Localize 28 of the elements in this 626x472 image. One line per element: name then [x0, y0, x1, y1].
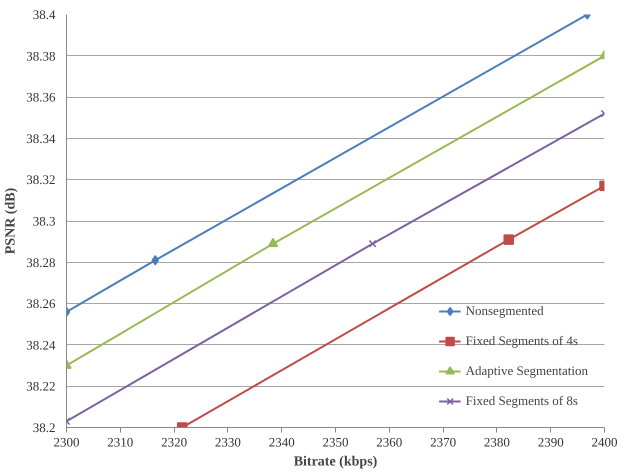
- x-tick-label: 2330: [214, 434, 241, 450]
- x-tick-label: 2360: [376, 434, 402, 450]
- y-tick-label: 38.26: [26, 296, 56, 312]
- x-tick-label: 2370: [430, 434, 456, 450]
- x-tick-label: 2340: [268, 434, 295, 450]
- y-tick-label: 38.32: [26, 172, 56, 188]
- y-tick-label: 38.22: [26, 378, 56, 394]
- x-tick-label: 2310: [107, 434, 134, 450]
- legend-label: Fixed Segments of 4s: [466, 333, 578, 349]
- x-tick-label: 2300: [54, 434, 80, 450]
- y-tick-label: 38.38: [26, 48, 56, 64]
- legend-label: Adaptive Segmentation: [466, 363, 588, 379]
- y-tick-label: 38.36: [26, 90, 56, 105]
- x-tick-label: 2400: [592, 434, 618, 450]
- y-axis-title: PSNR (dB): [3, 187, 18, 254]
- y-tick-label: 38.34: [26, 130, 56, 146]
- x-axis-title: Bitrate (kbps): [294, 454, 378, 470]
- y-tick-label: 38.28: [26, 254, 56, 270]
- y-tick-label: 38.24: [26, 337, 56, 352]
- y-tick-label: 38.2: [32, 420, 56, 435]
- y-tick-label: 38.3: [32, 214, 56, 228]
- legend-label: Nonsegmented: [466, 303, 544, 319]
- x-tick-label: 2320: [161, 434, 188, 450]
- x-tick-label: 2380: [484, 434, 510, 450]
- x-tick-label: 2390: [538, 434, 564, 450]
- x-tick-label: 2350: [322, 434, 348, 450]
- legend-label: Fixed Segments of 8s: [466, 393, 578, 409]
- y-tick-label: 38.4: [32, 7, 56, 22]
